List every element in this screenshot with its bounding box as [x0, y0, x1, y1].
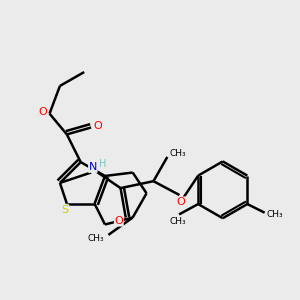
Text: CH₃: CH₃	[169, 149, 186, 158]
Text: CH₃: CH₃	[267, 210, 284, 219]
Text: S: S	[61, 205, 69, 215]
Text: CH₃: CH₃	[88, 234, 105, 243]
Text: CH₃: CH₃	[169, 217, 186, 226]
Text: N: N	[89, 162, 97, 172]
Text: O: O	[38, 107, 47, 117]
Text: H: H	[99, 159, 106, 169]
Text: O: O	[114, 216, 123, 226]
Text: O: O	[177, 197, 186, 207]
Text: O: O	[94, 121, 102, 131]
